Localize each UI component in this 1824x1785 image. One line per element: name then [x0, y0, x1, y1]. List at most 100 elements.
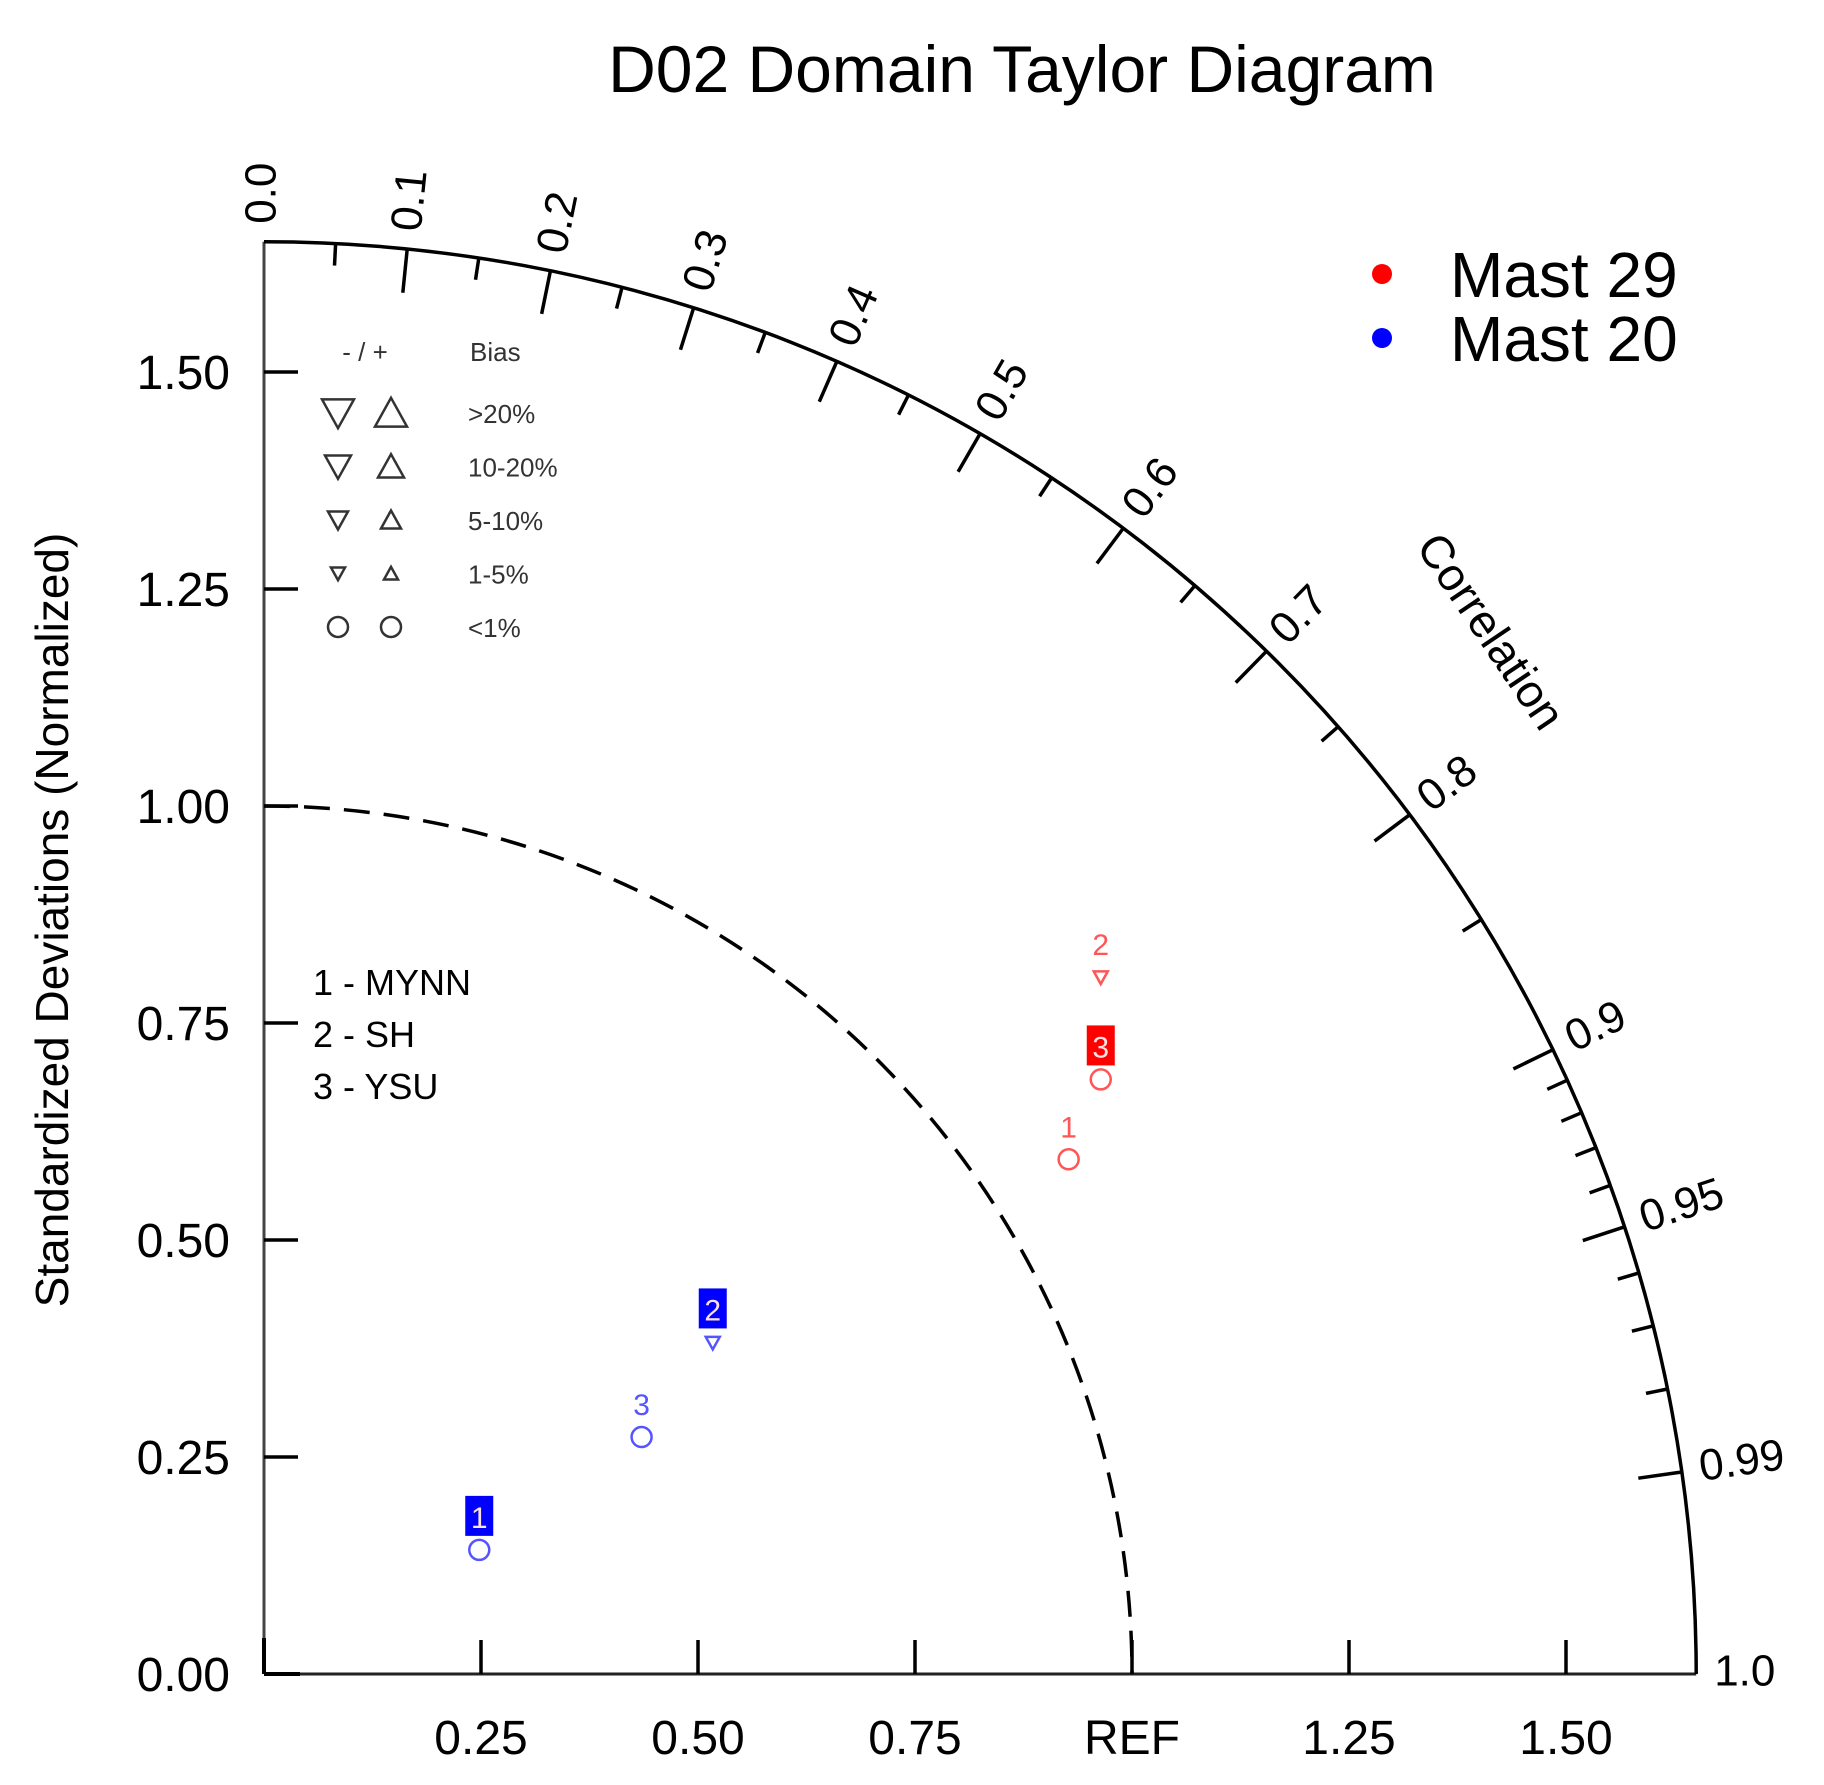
- bias-legend-label: 10-20%: [468, 453, 558, 483]
- bias-legend-label: 5-10%: [468, 506, 543, 536]
- circle-marker-icon: [1089, 1068, 1113, 1091]
- data-point: 2: [698, 1288, 727, 1352]
- correlation-tick-label: 1.0: [1714, 1647, 1775, 1696]
- y-tick-label: 0.50: [137, 1215, 230, 1268]
- correlation-tick: [817, 360, 839, 403]
- correlation-tick: [678, 307, 696, 351]
- circle-marker-icon: [1057, 1148, 1080, 1171]
- correlation-tick-label: 0.5: [965, 351, 1038, 428]
- x-tick-label: 0.75: [868, 1712, 961, 1765]
- y-tick-label: 0.75: [137, 998, 230, 1051]
- correlation-tick: [1574, 1145, 1597, 1158]
- bias-legend-row: >20%: [319, 395, 535, 431]
- up-triangle-icon: [381, 564, 401, 581]
- up-triangle-icon: [378, 507, 404, 530]
- correlation-tick: [1373, 813, 1411, 843]
- model-legend-item: 3 - YSU: [313, 1066, 438, 1107]
- legend-label: Mast 29: [1450, 239, 1678, 311]
- correlation-tick: [473, 257, 481, 281]
- outer-arc: [263, 240, 1698, 1675]
- legend-dot-icon: [1372, 264, 1392, 284]
- correlation-tick-label: 0.9: [1557, 991, 1633, 1062]
- data-point: 2: [1091, 929, 1110, 987]
- circle-marker-icon: [630, 1425, 653, 1449]
- bias-legend-row: 1-5%: [328, 560, 529, 590]
- correlation-tick-label: 0.8: [1408, 745, 1486, 821]
- down-triangle-icon: [322, 454, 354, 482]
- bias-header: Bias: [470, 337, 521, 367]
- legend-entry: Mast 29: [1372, 239, 1678, 311]
- bias-legend-row: 10-20%: [322, 451, 558, 483]
- point-label: 1: [471, 1502, 488, 1535]
- data-point: 1: [465, 1495, 494, 1562]
- correlation-tick: [1617, 1271, 1640, 1281]
- correlation-tick: [1631, 1324, 1654, 1333]
- correlation-tick: [1512, 1048, 1554, 1071]
- model-legend-item: 2 - SH: [313, 1014, 415, 1055]
- circle-marker-icon: [468, 1538, 491, 1562]
- model-legend-item: 1 - MYNN: [313, 962, 471, 1003]
- correlation-tick: [1234, 649, 1268, 684]
- point-label: 2: [1092, 929, 1109, 962]
- up-triangle-icon: [372, 395, 410, 428]
- x-tick-label: 0.50: [651, 1712, 744, 1765]
- correlation-tick: [1320, 725, 1340, 743]
- y-tick-label: 1.50: [137, 347, 230, 400]
- bias-legend-row: 5-10%: [325, 506, 543, 536]
- down-triangle-icon: [325, 510, 351, 533]
- down-triangle-marker-icon: [703, 1335, 722, 1352]
- x-tick-label: 0.25: [434, 1712, 527, 1765]
- data-point: 3: [1086, 1025, 1115, 1091]
- down-triangle-icon: [328, 566, 348, 583]
- bias-sign-header: - / +: [342, 337, 388, 367]
- correlation-tick: [1546, 1078, 1569, 1091]
- correlation-tick: [1645, 1387, 1668, 1396]
- point-label: 3: [1092, 1031, 1109, 1064]
- point-label-box: [698, 1288, 727, 1329]
- correlation-tick-label: 0.3: [673, 224, 738, 297]
- y-tick-label: 0.25: [137, 1432, 230, 1485]
- correlation-tick-label: 0.99: [1696, 1430, 1788, 1491]
- chart-title: D02 Domain Taylor Diagram: [608, 32, 1436, 106]
- up-triangle-icon: [375, 451, 407, 479]
- correlation-tick: [1461, 918, 1483, 933]
- bias-legend-label: 1-5%: [468, 560, 529, 590]
- bias-legend-label: >20%: [468, 399, 535, 429]
- bias-legend-row: <1%: [326, 613, 521, 643]
- correlation-tick-label: 0.4: [819, 278, 888, 354]
- correlation-tick: [1560, 1111, 1583, 1123]
- correlation-tick: [897, 394, 911, 416]
- y-tick-label: 1.00: [137, 781, 230, 834]
- correlation-axis-title: Correlation: [1407, 523, 1576, 739]
- down-triangle-marker-icon: [1091, 970, 1110, 987]
- down-triangle-icon: [319, 398, 357, 431]
- y-tick-label: 0.00: [137, 1649, 230, 1702]
- correlation-tick: [1638, 1470, 1683, 1480]
- point-label: 3: [633, 1389, 650, 1422]
- correlation-tick: [332, 243, 338, 266]
- x-tick-label: 1.25: [1302, 1712, 1395, 1765]
- x-tick-label: 1.50: [1519, 1712, 1612, 1765]
- correlation-tick-label: 0.6: [1112, 448, 1188, 526]
- correlation-tick: [614, 286, 624, 310]
- correlation-tick: [1038, 476, 1054, 498]
- correlation-tick: [956, 432, 982, 473]
- point-label-box: [1086, 1025, 1115, 1066]
- bias-legend-label: <1%: [468, 613, 521, 643]
- correlation-tick: [755, 331, 767, 354]
- legend-label: Mast 20: [1450, 303, 1678, 375]
- circle-icon: [379, 615, 403, 639]
- correlation-axis: 0.0 0.1 0.2 0.3 0.4 0.5 0.6 0.7 0.8 0.9 0.95 0.99 1.…: [237, 163, 1788, 1696]
- correlation-tick-label: 0.1: [382, 167, 437, 233]
- data-point: 1: [1057, 1111, 1080, 1171]
- correlation-tick: [539, 270, 553, 315]
- correlation-tick-label: 0.2: [527, 188, 587, 258]
- point-label: 1: [1060, 1111, 1077, 1144]
- correlation-tick: [401, 248, 409, 293]
- y-tick-label: 1.25: [137, 564, 230, 617]
- model-legend: 1 - MYNN 2 - SH 3 - YSU: [313, 962, 471, 1107]
- bias-legend: - / + Bias >20% 10-20% 5-10% 1-5% <1%: [319, 337, 558, 643]
- point-label-box: [465, 1495, 494, 1536]
